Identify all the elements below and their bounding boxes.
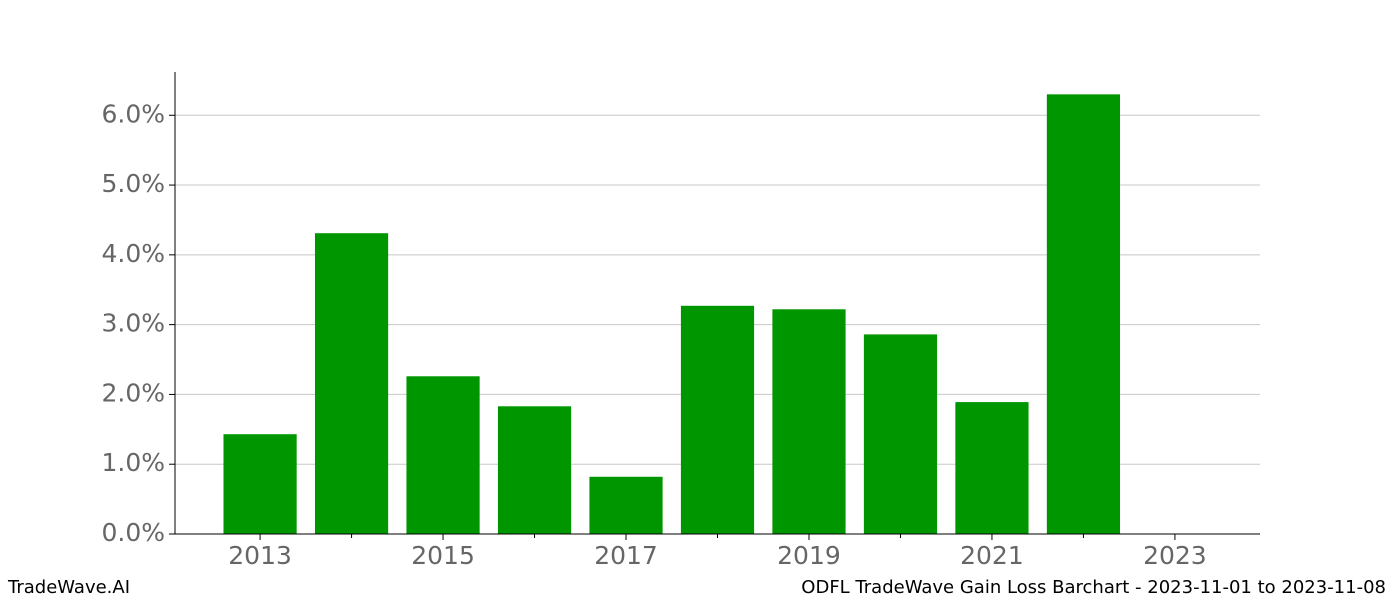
chart-title: ODFL TradeWave Gain Loss Barchart - 2023… bbox=[801, 577, 1386, 598]
y-tick-label: 5.0% bbox=[101, 169, 165, 198]
x-tick-label: 2023 bbox=[1143, 541, 1207, 570]
bar bbox=[863, 334, 938, 534]
bar bbox=[314, 233, 389, 534]
y-tick-label: 4.0% bbox=[101, 239, 165, 268]
bar bbox=[955, 402, 1029, 534]
x-tick-label: 2019 bbox=[777, 541, 841, 570]
x-tick-label: 2021 bbox=[960, 541, 1024, 570]
bar bbox=[406, 376, 480, 534]
y-tick-label: 6.0% bbox=[101, 99, 165, 128]
bar bbox=[1046, 94, 1121, 534]
y-tick-label: 2.0% bbox=[101, 378, 165, 407]
bar bbox=[772, 309, 846, 534]
x-tick-label: 2015 bbox=[411, 541, 475, 570]
bar bbox=[680, 305, 755, 534]
bar bbox=[589, 476, 663, 534]
x-tick-label: 2017 bbox=[594, 541, 658, 570]
bar bbox=[223, 434, 297, 534]
watermark: TradeWave.AI bbox=[7, 577, 130, 598]
x-tick-label: 2013 bbox=[228, 541, 292, 570]
y-tick-label: 1.0% bbox=[101, 448, 165, 477]
y-tick-label: 3.0% bbox=[101, 309, 165, 338]
y-tick-label: 0.0% bbox=[101, 518, 165, 547]
bar bbox=[497, 406, 572, 534]
